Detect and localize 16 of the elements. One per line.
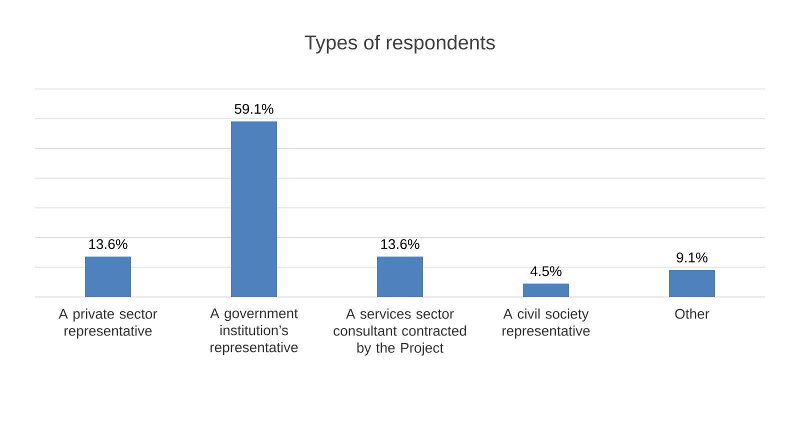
bar — [669, 270, 716, 297]
bar — [231, 121, 278, 297]
bar — [85, 256, 131, 297]
data-label: 59.1% — [234, 104, 274, 114]
data-label: 9.1% — [676, 252, 708, 262]
x-tick-label: A private sector representative — [58, 308, 158, 339]
x-tick-label: A services sector consultant contracted by the Project — [334, 308, 466, 356]
chart-title: Types of respondents — [304, 34, 495, 54]
bar — [523, 284, 570, 297]
x-tick-label: A civil society representative — [502, 308, 590, 339]
data-label: 13.6% — [89, 239, 128, 250]
bar — [377, 256, 424, 297]
data-label: 4.5% — [530, 266, 562, 276]
x-tick-label: Other — [675, 308, 710, 319]
data-label: 13.6% — [381, 239, 420, 250]
x-tick-label: A government institution’s representative — [210, 308, 298, 356]
